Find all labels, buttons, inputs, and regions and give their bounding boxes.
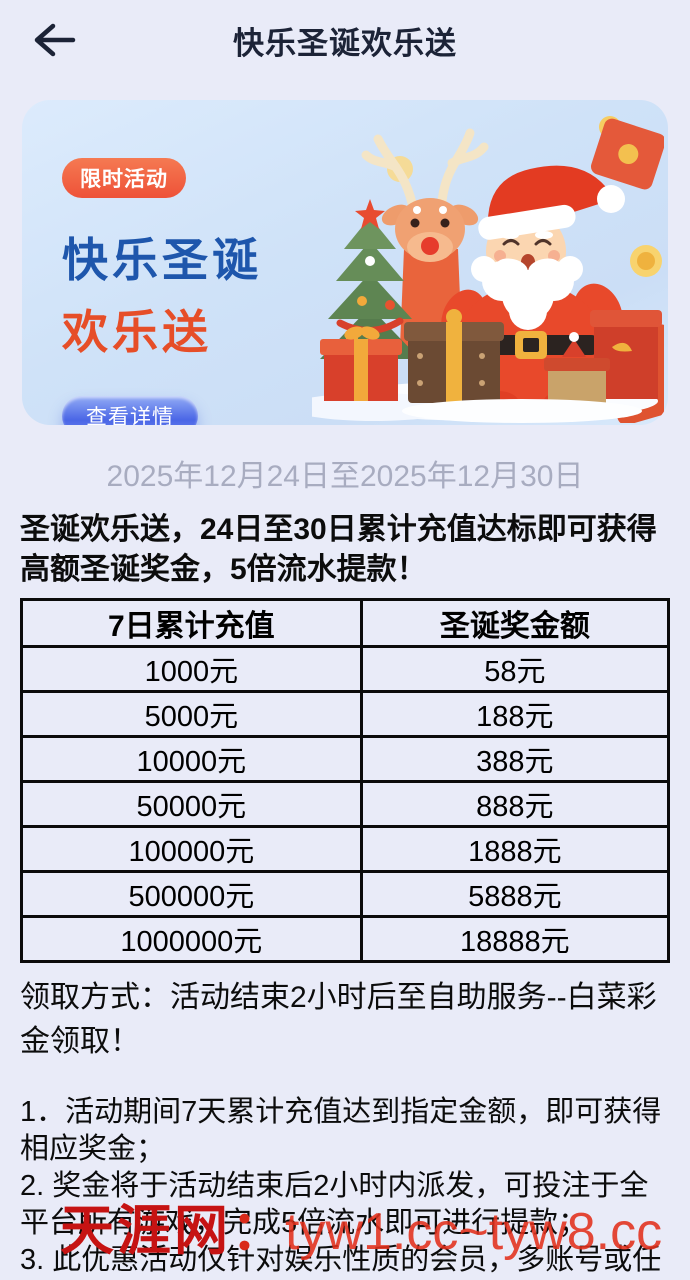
rules-list: 1．活动期间7天累计充值达到指定金额，即可获得相应奖金； 2. 奖金将于活动结束… <box>20 1094 670 1280</box>
table-header-row: 7日累计充值 圣诞奖金额 <box>20 598 671 648</box>
recharge-value: 1000元 <box>20 645 363 693</box>
limited-time-badge: 限时活动 <box>62 158 186 198</box>
rule-item-3: 3. 此优惠活动仅针对娱乐性质的会员，多账号或任何以非娱乐性目的套取优惠奖金的行… <box>20 1244 662 1276</box>
back-arrow-icon <box>34 23 76 57</box>
bonus-value: 1888元 <box>359 825 671 873</box>
date-range: 2025年12月24日至2025年12月30日 <box>106 460 584 493</box>
page-title: 快乐圣诞欢乐送 <box>233 25 457 61</box>
banner-text-block: 限时活动 快乐圣诞 欢乐送 查看详情 <box>62 158 262 425</box>
rule-item-1: 1．活动期间7天累计充值达到指定金额，即可获得相应奖金； <box>20 1096 662 1165</box>
bonus-value: 5888元 <box>359 870 671 918</box>
table-row: 100000元 1888元 <box>20 825 671 873</box>
table-row: 1000000元 18888元 <box>20 915 671 963</box>
bonus-table: 7日累计充值 圣诞奖金额 1000元 58元 5000元 188元 10000元… <box>20 598 671 963</box>
table-row: 5000元 188元 <box>20 690 671 738</box>
banner-title-line2: 欢乐送 <box>62 306 212 358</box>
banner-title-line1: 快乐圣诞 <box>62 234 262 286</box>
back-button[interactable] <box>30 18 78 62</box>
bonus-value: 388元 <box>359 735 671 783</box>
reindeer <box>361 128 489 356</box>
recharge-value: 100000元 <box>20 825 363 873</box>
recharge-value: 5000元 <box>20 690 363 738</box>
recharge-value: 1000000元 <box>20 915 363 963</box>
table-row: 10000元 388元 <box>20 735 671 783</box>
banner-illustration <box>312 116 664 423</box>
activity-description: 圣诞欢乐送，24日至30日累计充值达标即可获得高额圣诞奖金，5倍流水提款！ <box>20 513 657 586</box>
rule-item-2: 2. 奖金将于活动结束后2小时内派发，可投注于全平台所有游戏，完成5倍流水即可进… <box>20 1170 649 1239</box>
recharge-value: 50000元 <box>20 780 363 828</box>
header: 快乐圣诞欢乐送 <box>0 0 690 80</box>
claim-method: 领取方式：活动结束2小时后至自助服务--白菜彩金领取！ <box>20 981 657 1058</box>
table-row: 50000元 888元 <box>20 780 671 828</box>
bonus-value: 18888元 <box>359 915 671 963</box>
table-row: 500000元 5888元 <box>20 870 671 918</box>
column-header-recharge: 7日累计充值 <box>20 598 363 648</box>
bonus-value: 188元 <box>359 690 671 738</box>
promo-banner[interactable]: 限时活动 快乐圣诞 欢乐送 查看详情 <box>22 100 668 425</box>
recharge-value: 500000元 <box>20 870 363 918</box>
table-row: 1000元 58元 <box>20 645 671 693</box>
column-header-bonus: 圣诞奖金额 <box>359 598 671 648</box>
gift-boxes <box>320 309 662 404</box>
bonus-value: 58元 <box>359 645 671 693</box>
recharge-value: 10000元 <box>20 735 363 783</box>
view-details-button[interactable]: 查看详情 <box>62 396 198 425</box>
bonus-value: 888元 <box>359 780 671 828</box>
